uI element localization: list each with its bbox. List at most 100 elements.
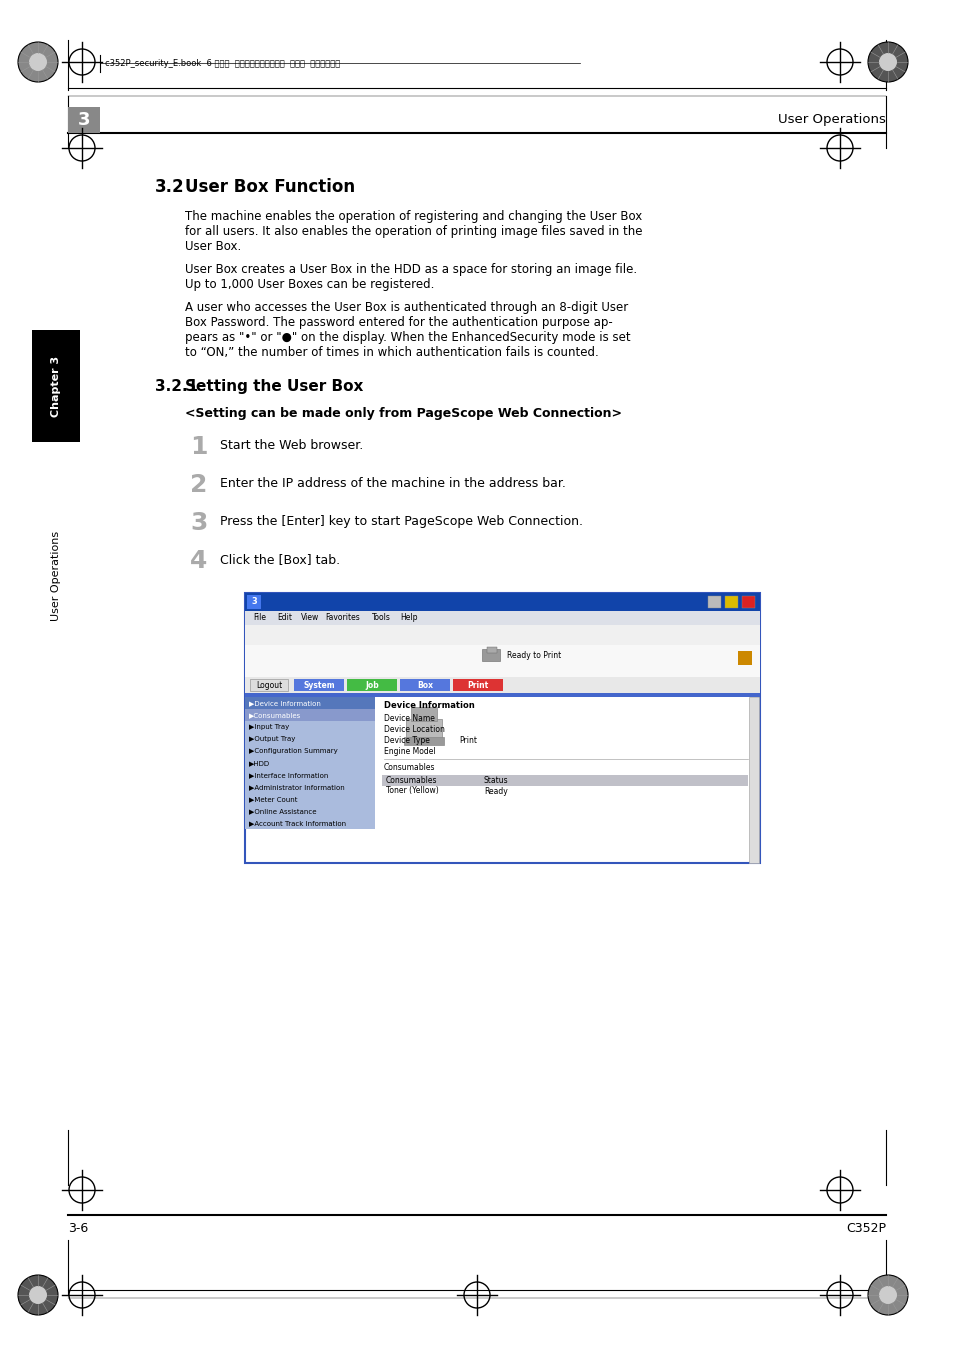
Circle shape: [878, 53, 896, 72]
Text: C352P: C352P: [845, 1222, 885, 1235]
Text: for all users. It also enables the operation of printing image files saved in th: for all users. It also enables the opera…: [185, 225, 641, 238]
Bar: [245, 757, 375, 769]
Bar: [245, 782, 375, 792]
Text: Tools: Tools: [371, 613, 390, 622]
Text: File: File: [253, 613, 266, 622]
Text: 1: 1: [190, 435, 208, 459]
Text: Print: Print: [467, 680, 488, 690]
Bar: [245, 645, 760, 676]
Text: 2: 2: [190, 472, 207, 497]
Text: <Setting can be made only from PageScope Web Connection>: <Setting can be made only from PageScope…: [185, 406, 621, 420]
Text: Enter the IP address of the machine in the address bar.: Enter the IP address of the machine in t…: [220, 477, 565, 490]
Text: The machine enables the operation of registering and changing the User Box: The machine enables the operation of reg…: [185, 211, 641, 223]
Text: Ready to Print: Ready to Print: [507, 651, 561, 660]
Text: A user who accesses the User Box is authenticated through an 8-digit User: A user who accesses the User Box is auth…: [185, 301, 628, 315]
Text: User Box Function: User Box Function: [185, 178, 355, 196]
Text: ▶Account Track Information: ▶Account Track Information: [249, 819, 346, 826]
Bar: [245, 709, 375, 721]
Bar: [724, 595, 738, 608]
Circle shape: [18, 1274, 58, 1315]
Bar: [245, 805, 375, 817]
Text: 3.2.1: 3.2.1: [154, 379, 198, 394]
Text: Box: Box: [416, 680, 433, 690]
Text: System: System: [303, 680, 335, 690]
Circle shape: [867, 42, 907, 82]
Bar: [247, 595, 261, 609]
Bar: [245, 612, 760, 625]
Circle shape: [29, 1287, 47, 1304]
Bar: [381, 775, 747, 786]
Bar: [250, 679, 288, 691]
Bar: [245, 817, 375, 829]
Text: to “ON,” the number of times in which authentication fails is counted.: to “ON,” the number of times in which au…: [185, 346, 598, 359]
Text: Chapter 3: Chapter 3: [51, 355, 61, 417]
Text: Job: Job: [365, 680, 378, 690]
Text: Consumables: Consumables: [384, 763, 435, 772]
Text: Device Information: Device Information: [384, 701, 475, 710]
Bar: [482, 649, 500, 662]
Bar: [748, 697, 759, 863]
Bar: [245, 693, 760, 697]
Circle shape: [18, 42, 58, 82]
Bar: [245, 593, 760, 612]
Text: Device Type: Device Type: [384, 736, 430, 745]
Bar: [741, 595, 754, 608]
Bar: [245, 625, 760, 645]
Text: ▶Consumables: ▶Consumables: [249, 711, 301, 718]
Text: ▶Input Tray: ▶Input Tray: [249, 724, 289, 730]
Text: ▶Online Assistance: ▶Online Assistance: [249, 809, 316, 814]
Text: Consumables: Consumables: [386, 776, 437, 784]
Bar: [245, 745, 375, 757]
Text: ▶HDD: ▶HDD: [249, 760, 270, 765]
Bar: [245, 792, 375, 805]
Text: Up to 1,000 User Boxes can be registered.: Up to 1,000 User Boxes can be registered…: [185, 278, 434, 292]
Text: Help: Help: [399, 613, 417, 622]
Bar: [453, 679, 502, 691]
Text: Device Name: Device Name: [384, 714, 435, 724]
Bar: [32, 329, 80, 441]
Bar: [399, 679, 450, 691]
Bar: [738, 651, 751, 666]
Text: User Box.: User Box.: [185, 240, 241, 252]
Text: Favorites: Favorites: [325, 613, 359, 622]
Bar: [68, 107, 100, 134]
Text: Print: Print: [458, 736, 476, 745]
Text: Click the [Box] tab.: Click the [Box] tab.: [220, 554, 340, 566]
Text: Box Password. The password entered for the authentication purpose ap-: Box Password. The password entered for t…: [185, 316, 612, 329]
Text: Ready: Ready: [483, 787, 507, 795]
Bar: [245, 593, 760, 863]
Text: User Operations: User Operations: [778, 113, 885, 127]
Text: ▶Output Tray: ▶Output Tray: [249, 736, 295, 742]
Text: pears as "•" or "●" on the display. When the EnhancedSecurity mode is set: pears as "•" or "●" on the display. When…: [185, 331, 630, 344]
Bar: [245, 733, 375, 745]
Text: ▶Device Information: ▶Device Information: [249, 701, 320, 706]
Text: Status: Status: [483, 776, 508, 784]
Text: 3: 3: [77, 111, 91, 130]
Text: Toner (Yellow): Toner (Yellow): [386, 787, 438, 795]
Bar: [406, 720, 441, 741]
Text: c352P_security_E.book  6 ページ  ２００７年４月１０日  火曜日  午後７時６分: c352P_security_E.book 6 ページ ２００７年４月１０日 火…: [105, 58, 340, 68]
Bar: [707, 595, 720, 608]
Bar: [245, 676, 760, 693]
Text: Start the Web browser.: Start the Web browser.: [220, 439, 363, 452]
Text: ▶Configuration Summary: ▶Configuration Summary: [249, 748, 337, 755]
Bar: [245, 769, 375, 782]
Bar: [245, 697, 375, 709]
Circle shape: [29, 53, 47, 72]
Bar: [411, 707, 436, 721]
Text: Device Location: Device Location: [384, 725, 444, 734]
Circle shape: [878, 1287, 896, 1304]
Circle shape: [867, 1274, 907, 1315]
Text: Setting the User Box: Setting the User Box: [185, 379, 363, 394]
Text: Engine Model: Engine Model: [384, 747, 436, 756]
Text: 3-6: 3-6: [68, 1222, 89, 1235]
Text: ▶Interface Information: ▶Interface Information: [249, 772, 328, 778]
Text: User Operations: User Operations: [51, 531, 61, 621]
Bar: [403, 737, 443, 745]
Text: Logout: Logout: [255, 680, 282, 690]
Text: Edit: Edit: [276, 613, 292, 622]
Bar: [294, 679, 344, 691]
Bar: [487, 647, 497, 653]
Text: 3.2: 3.2: [154, 178, 185, 196]
Text: Press the [Enter] key to start PageScope Web Connection.: Press the [Enter] key to start PageScope…: [220, 514, 582, 528]
